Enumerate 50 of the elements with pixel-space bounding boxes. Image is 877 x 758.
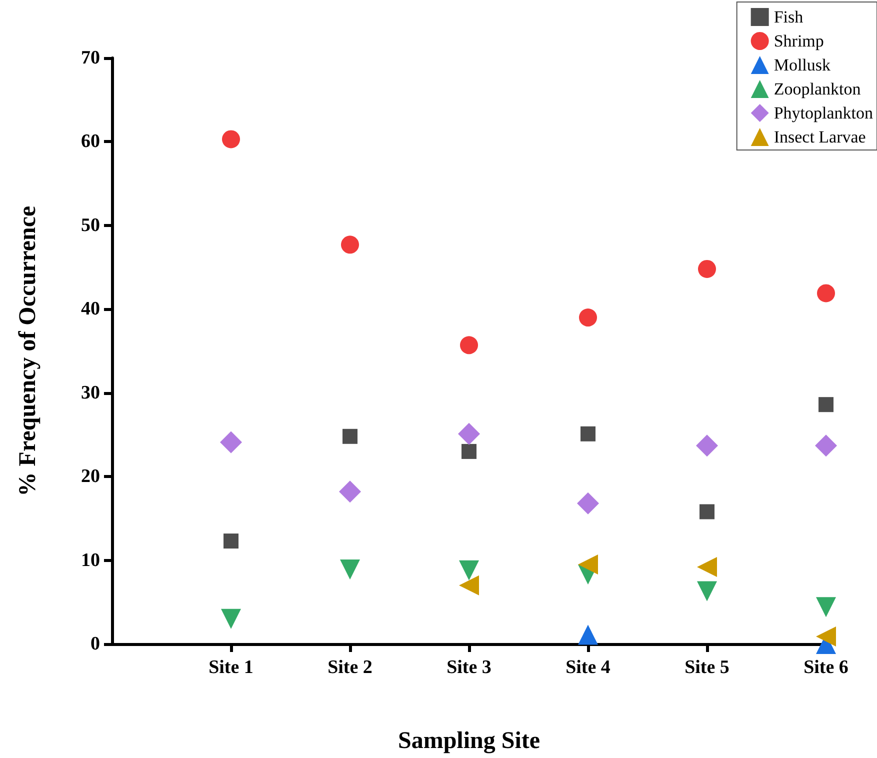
x-axis-title: Sampling Site <box>398 728 540 754</box>
y-tick-label: 70 <box>81 48 100 68</box>
point <box>696 434 718 457</box>
point <box>342 428 358 444</box>
point <box>339 480 361 503</box>
point <box>462 444 476 459</box>
point <box>700 504 714 520</box>
point <box>459 575 479 596</box>
point <box>577 492 599 514</box>
legend-label: Phytoplankton <box>774 104 874 122</box>
point <box>341 236 359 254</box>
y-tick-label: 20 <box>81 466 100 488</box>
point <box>460 336 478 354</box>
y-tick-label: 0 <box>90 634 100 654</box>
point <box>578 624 598 645</box>
y-tick-label: 50 <box>81 214 100 236</box>
point <box>458 422 480 445</box>
point <box>816 626 836 646</box>
point <box>697 581 717 602</box>
point <box>459 560 479 580</box>
point <box>815 434 837 457</box>
x-tick-label: Site 5 <box>684 657 730 678</box>
point <box>340 559 360 580</box>
legend-label: Insect Larvae <box>774 128 866 146</box>
y-tick-label: 10 <box>81 550 100 571</box>
point <box>578 554 598 574</box>
y-axis-title: % Frequency of Occurrence <box>15 205 41 496</box>
point <box>220 431 242 454</box>
x-tick-label: Site 4 <box>566 657 611 678</box>
point <box>817 284 835 302</box>
point <box>697 556 717 577</box>
x-tick-label: Site 6 <box>804 657 848 678</box>
point <box>222 130 240 148</box>
legend-label: Mollusk <box>774 56 832 74</box>
legend-label: Fish <box>774 8 804 26</box>
legend-label: Zooplankton <box>774 80 862 98</box>
x-tick-label: Site 2 <box>328 657 372 678</box>
point <box>818 397 834 412</box>
x-tick-label: Site 3 <box>446 657 492 678</box>
point <box>224 534 238 549</box>
point <box>580 426 596 442</box>
point <box>816 597 836 618</box>
y-tick-label: 30 <box>81 382 100 404</box>
point <box>698 260 716 278</box>
y-tick-label: 60 <box>81 131 100 152</box>
x-tick-label: Site 1 <box>208 657 254 678</box>
legend-label: Shrimp <box>774 32 824 50</box>
point <box>221 608 241 629</box>
y-tick-label: 40 <box>81 298 100 320</box>
point <box>579 308 597 327</box>
